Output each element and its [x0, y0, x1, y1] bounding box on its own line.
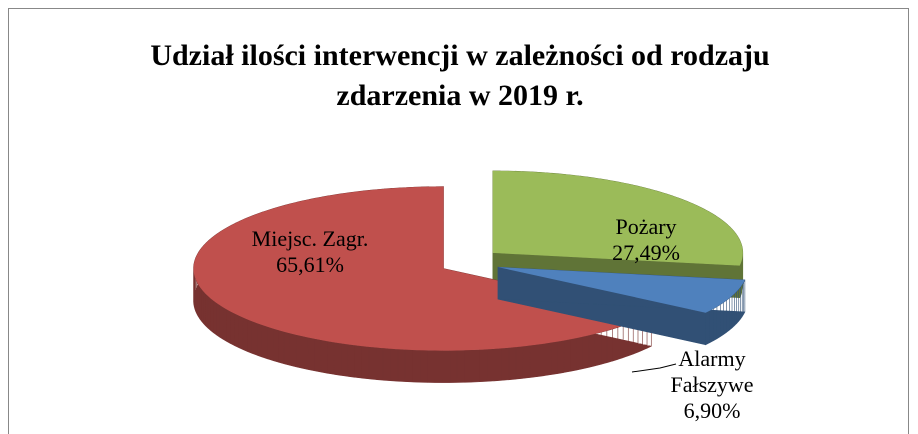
chart-border	[8, 8, 909, 434]
slice	[497, 267, 745, 313]
leader-line	[631, 363, 677, 373]
value-label: 6,90%	[683, 398, 741, 423]
slice	[193, 186, 652, 351]
data-label: Pożary 27,49%	[546, 214, 746, 266]
data-label: Alarmy Fałszywe 6,90%	[662, 346, 762, 424]
chart-title: Udział ilości interwencji w zależności o…	[150, 39, 770, 112]
category-label: Miejsc. Zagr.	[251, 226, 369, 251]
slice	[492, 170, 743, 266]
category-label: Pożary	[615, 214, 677, 239]
data-label: Miejsc. Zagr. 65,61%	[210, 226, 410, 278]
value-label: 27,49%	[612, 240, 680, 265]
category-label: Alarmy Fałszywe	[670, 346, 754, 397]
value-label: 65,61%	[276, 252, 344, 277]
